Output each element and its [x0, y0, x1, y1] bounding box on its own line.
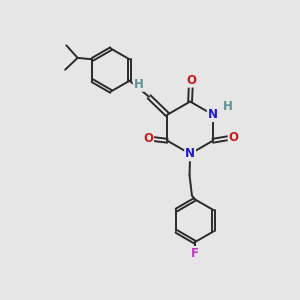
- Text: O: O: [143, 132, 153, 145]
- Text: H: H: [134, 78, 144, 91]
- Text: N: N: [208, 108, 218, 121]
- Text: N: N: [185, 147, 195, 161]
- Text: H: H: [223, 100, 233, 113]
- Text: F: F: [191, 247, 199, 260]
- Text: O: O: [186, 74, 196, 87]
- Text: O: O: [229, 131, 238, 144]
